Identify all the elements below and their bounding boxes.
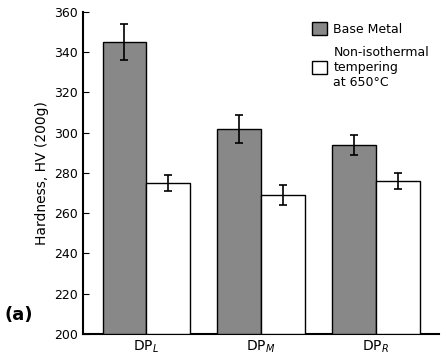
Legend: Base Metal, Non-isothermal
tempering
at 650°C: Base Metal, Non-isothermal tempering at … bbox=[308, 18, 433, 92]
Text: (a): (a) bbox=[4, 306, 33, 324]
Y-axis label: Hardness, HV (200g): Hardness, HV (200g) bbox=[35, 101, 49, 245]
Bar bbox=[146, 183, 190, 334]
Bar bbox=[376, 181, 420, 334]
Bar bbox=[261, 195, 305, 334]
Bar bbox=[103, 42, 146, 334]
Bar bbox=[332, 145, 376, 334]
Bar bbox=[217, 129, 261, 334]
